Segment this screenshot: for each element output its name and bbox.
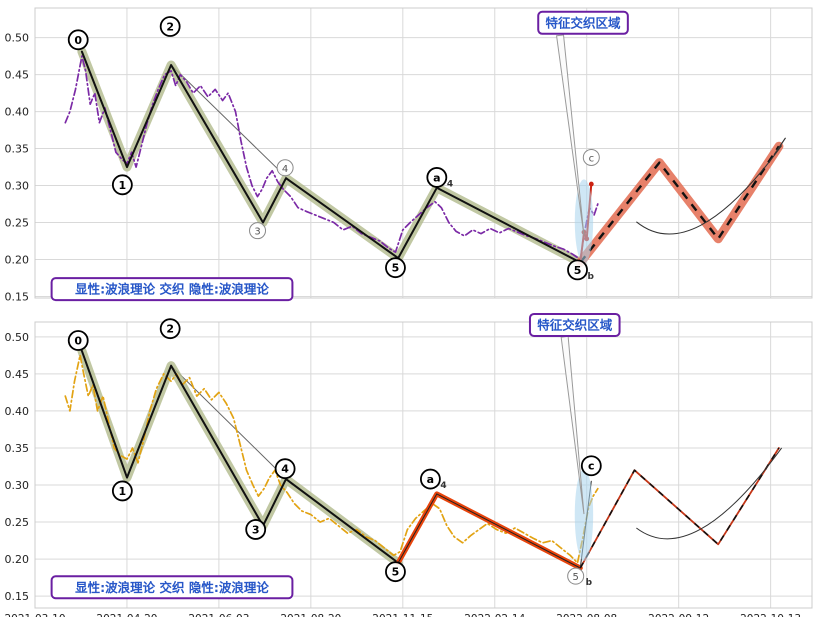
series-forecast-red: [579, 447, 780, 569]
region-label-box: [537, 10, 629, 35]
wave-label-c: c: [582, 148, 600, 166]
y-tick-label: 0.15: [5, 590, 30, 603]
wave-label-1: 1: [111, 174, 133, 196]
pointer-arrow: [556, 34, 585, 236]
wave-label-3: 3: [249, 222, 267, 240]
svg-text:1: 1: [119, 485, 127, 498]
series-projection-arc: [636, 145, 783, 235]
series-forecast-dashed: [579, 447, 780, 569]
x-tick-label: 2021-06-03: [188, 613, 249, 617]
chart-bottom: 0.15 0.20 0.25 0.30 0.35 0.40 0.45 0.50 2021-03-…: [0, 312, 822, 617]
y-tick-label: 0.15: [5, 291, 30, 304]
y-tick-label: 0.25: [5, 516, 30, 529]
svg-text:a: a: [427, 473, 434, 486]
wave-label-c: c: [580, 455, 602, 477]
series-impulse-core: [397, 493, 581, 569]
series-trendline-2-4: [170, 64, 293, 184]
wave-label-1: 1: [111, 480, 133, 502]
wave-label-4: 4: [274, 458, 296, 480]
series-forecast-highlight: [575, 141, 784, 267]
y-tick-label: 0.35: [5, 442, 30, 455]
x-tick-label: 2021-08-20: [280, 613, 341, 617]
y-tick-label: 0.45: [5, 368, 30, 381]
svg-text:a: a: [433, 171, 440, 184]
svg-text:3: 3: [254, 227, 260, 238]
x-tick-label: 2022-09-12: [648, 613, 709, 617]
legend-label-box: [50, 277, 294, 302]
y-tick-label: 0.35: [5, 143, 30, 156]
wave-label-5: 5: [385, 257, 406, 279]
svg-text:b: b: [586, 578, 593, 588]
svg-text:5: 5: [392, 566, 400, 579]
legend-label-text: 显性:波浪理论 交织 隐性:波浪理论: [75, 580, 269, 595]
chart-top: 0.15 0.20 0.25 0.30 0.35 0.40 0.45 0.50 0 1 2 3 4 5 a 4…: [5, 7, 813, 304]
svg-text:c: c: [588, 460, 595, 473]
svg-text:5: 5: [392, 262, 400, 275]
region-label-box: [528, 312, 621, 337]
svg-text:c: c: [589, 153, 595, 164]
svg-text:4: 4: [282, 164, 288, 175]
svg-text:0: 0: [74, 335, 82, 348]
svg-text:b: b: [588, 272, 595, 282]
svg-text:5: 5: [572, 572, 578, 583]
plot-border: [34, 321, 813, 609]
y-tick-label: 0.50: [5, 32, 30, 45]
series-price-purple: [64, 55, 599, 261]
region-label-text: 特征交织区域: [546, 15, 622, 30]
wave-label-0: 0: [67, 29, 89, 51]
svg-text:3: 3: [252, 523, 260, 536]
wave-label-3: 3: [245, 519, 267, 540]
series-price-gold: [64, 354, 599, 564]
y-tick-label: 0.30: [5, 479, 30, 492]
x-tick-label: 2022-08-08: [556, 613, 617, 617]
series-wave-main: [80, 50, 582, 264]
wave-label-2: 2: [159, 16, 181, 37]
y-tick-label: 0.20: [5, 553, 30, 566]
series-trendline-2-4: [170, 365, 293, 486]
data-point-dot: [588, 181, 594, 187]
y-tick-label: 0.25: [5, 217, 30, 230]
wave-label-5: 5: [385, 561, 406, 583]
overlap-ellipse: [574, 469, 594, 561]
chart-bottom-svg: 0.15 0.20 0.25 0.30 0.35 0.40 0.45 0.50 2021-03-…: [4, 312, 813, 617]
x-tick-label: 2022-02-14: [464, 613, 525, 617]
svg-text:2: 2: [166, 20, 174, 33]
pointer-arrow: [560, 335, 585, 515]
y-tick-label: 0.50: [5, 331, 30, 344]
svg-text:5: 5: [574, 264, 582, 277]
x-tick-label: 2021-11-15: [372, 613, 433, 617]
svg-text:1: 1: [119, 179, 127, 192]
svg-text:2: 2: [166, 323, 174, 336]
legend-label-box: [50, 575, 294, 600]
y-tick-label: 0.40: [5, 405, 30, 418]
legend-label-text: 显性:波浪理论 交织 隐性:波浪理论: [75, 282, 269, 297]
svg-text:4: 4: [440, 481, 446, 491]
y-tick-label: 0.45: [5, 69, 30, 82]
wave-label-4: 4: [276, 159, 294, 177]
x-tick-label: 2021-03-10: [4, 613, 65, 617]
x-tick-label: 2022-10-13: [740, 613, 801, 617]
series-projection-arc: [636, 447, 783, 540]
series-impulse-orange: [395, 491, 583, 571]
y-tick-label: 0.20: [5, 254, 30, 267]
svg-text:4: 4: [281, 463, 289, 476]
x-tick-label: 2021-04-20: [96, 613, 157, 617]
wave-label-2: 2: [159, 318, 181, 340]
series-forecast-dashed: [579, 145, 780, 264]
svg-text:4: 4: [447, 179, 453, 189]
plot-border: [34, 7, 813, 299]
region-label-text: 特征交织区域: [537, 317, 613, 332]
series-wave-main: [80, 349, 400, 564]
y-tick-label: 0.30: [5, 180, 30, 193]
wave-label-0: 0: [67, 330, 89, 351]
series-end-tick: [773, 137, 786, 156]
svg-text:0: 0: [74, 34, 82, 47]
y-tick-label: 0.40: [5, 106, 30, 119]
